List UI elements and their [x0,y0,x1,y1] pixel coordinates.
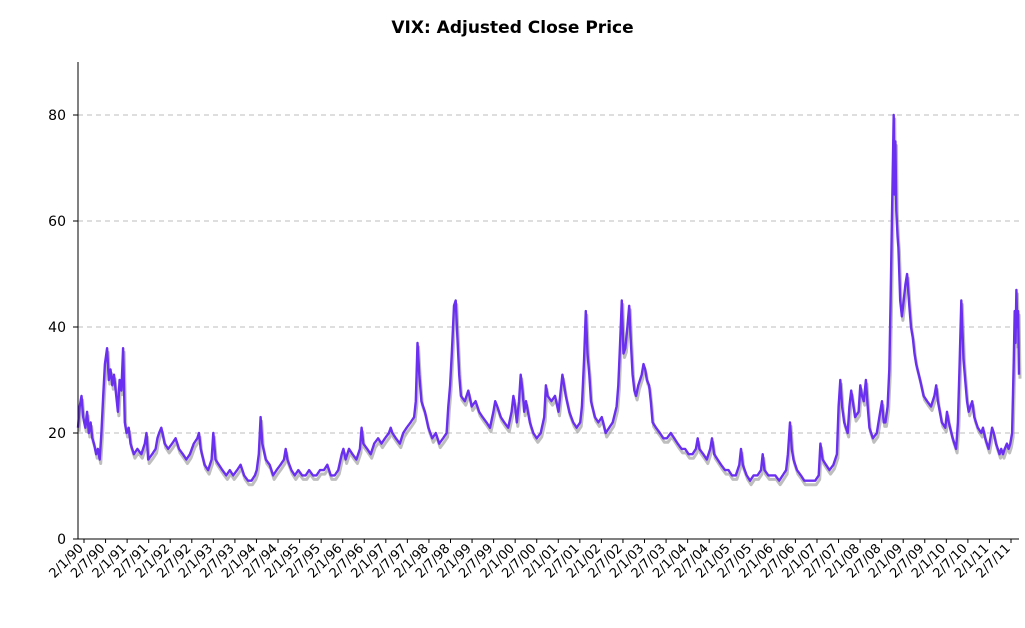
y-tick-label: 20 [48,426,66,442]
y-tick-label: 40 [48,320,66,336]
series-layer [76,113,1022,487]
grid-lines [78,114,1019,434]
x-tick-labels: 2/1/902/7/902/1/912/7/912/1/922/7/922/1/… [47,541,1014,581]
y-tick-label: 80 [48,108,66,124]
series-line [76,113,1021,482]
chart-title: VIX: Adjusted Close Price [391,18,634,38]
y-tick-labels: 0 20 40 60 80 [48,108,66,548]
axes [73,62,1019,543]
y-tick-label: 0 [57,532,66,548]
y-tick-label: 60 [48,214,66,230]
series-shadow [77,117,1022,487]
